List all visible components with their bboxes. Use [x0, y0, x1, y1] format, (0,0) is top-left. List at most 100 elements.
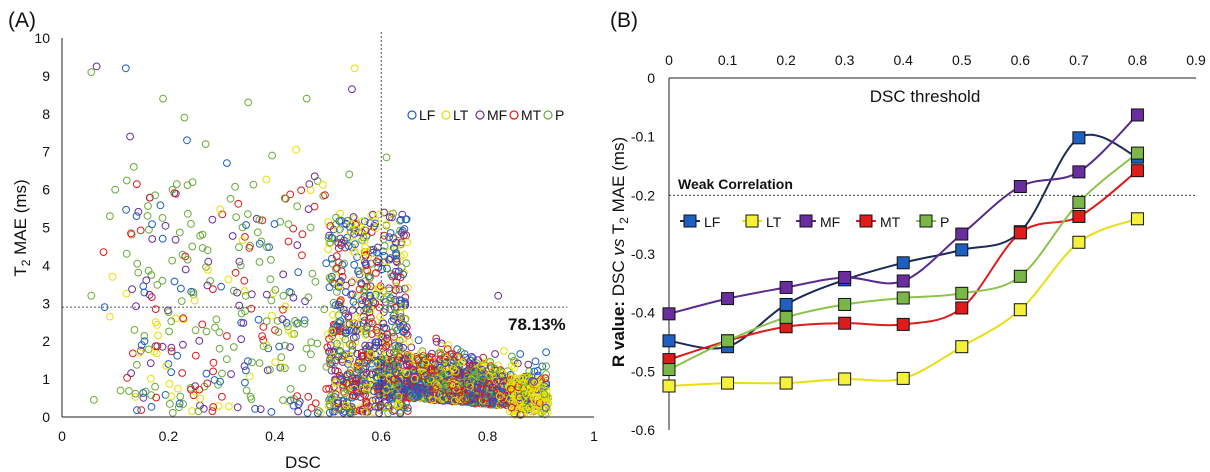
scatter-point-lf	[388, 272, 397, 281]
scatter-point-mt	[153, 342, 162, 351]
scatter-point-p	[203, 246, 212, 255]
scatter-point-lt	[147, 374, 155, 383]
scatter-point-p	[194, 407, 203, 416]
scatter-point-lt	[350, 248, 359, 257]
data-point-mt	[1072, 209, 1086, 223]
scatter-point-p	[177, 297, 186, 306]
scatter-point-p	[191, 326, 200, 335]
scatter-point-lf	[167, 368, 176, 377]
scatter-point-lf	[383, 264, 391, 273]
series-line-lf	[668, 133, 1138, 350]
scatter-point-p	[281, 341, 289, 350]
data-point-lt	[1013, 303, 1027, 317]
scatter-point-lf	[342, 328, 351, 337]
line-y-tick-label: 0	[647, 70, 655, 86]
scatter-point-p	[232, 213, 241, 222]
scatter-point-lt	[336, 209, 344, 218]
data-point-p	[896, 291, 910, 305]
scatter-point-mf	[369, 298, 378, 307]
line-x-tick-label: 0.6	[1011, 52, 1031, 68]
scatter-point-p	[478, 373, 487, 382]
scatter-point-mt	[152, 393, 161, 402]
data-point-lf	[955, 243, 969, 257]
scatter-point-lt	[363, 400, 372, 409]
scatter-point-p	[183, 181, 192, 190]
scatter-point-lt	[306, 186, 315, 195]
scatter-point-mt	[231, 268, 240, 277]
scatter-point-lf	[396, 299, 405, 308]
scatter-point-p	[183, 255, 192, 264]
scatter-point-mf	[375, 382, 384, 391]
scatter-point-lt	[495, 392, 504, 401]
scatter-point-lt	[203, 265, 212, 274]
line-axes: 0 0.1 0.2 0.3 0.4 0.5 0.6 0.7 0.8 0.9 0 -0.1 -0.2 -0.…	[631, 52, 1206, 438]
data-point-lf	[896, 256, 910, 270]
scatter-point-p	[395, 336, 404, 345]
scatter-point-mt	[298, 251, 306, 260]
legend-marker-lf	[407, 110, 417, 120]
scatter-point-lt	[372, 359, 381, 368]
scatter-point-lf	[396, 323, 405, 331]
scatter-point-mf	[466, 360, 474, 369]
scatter-point-p	[218, 369, 226, 378]
scatter-point-mt	[360, 292, 369, 301]
scatter-point-p	[359, 287, 368, 296]
panel-b-label: (B)	[610, 9, 638, 32]
scatter-point-lt	[379, 288, 388, 296]
scatter-point-mt	[507, 385, 515, 393]
scatter-point-lf	[538, 362, 547, 371]
scatter-point-mf	[389, 315, 398, 323]
scatter-point-mt	[129, 349, 137, 358]
scatter-point-mf	[126, 132, 135, 141]
scatter-point-mt	[234, 199, 243, 208]
scatter-point-mt	[167, 347, 176, 356]
scatter-point-p	[457, 383, 466, 392]
scatter-x-tick-label: 0.6	[371, 428, 391, 444]
scatter-point-lf	[289, 401, 298, 410]
scatter-point-mt	[289, 224, 298, 233]
scatter-point-p	[159, 94, 168, 103]
scatter-point-p	[346, 366, 355, 375]
scatter-point-lt	[440, 394, 448, 403]
scatter-point-p	[542, 362, 550, 371]
scatter-point-lt	[188, 407, 197, 415]
scatter-point-mt	[203, 379, 212, 388]
scatter-point-p	[158, 276, 167, 285]
data-point-mt	[838, 316, 852, 330]
legend-marker-p	[919, 214, 933, 228]
scatter-point-lf	[366, 292, 375, 301]
scatter-point-mt	[198, 320, 207, 329]
data-point-mf	[1013, 180, 1027, 194]
scatter-point-p	[271, 286, 280, 294]
data-point-p	[721, 334, 735, 348]
scatter-point-lt	[267, 311, 276, 320]
scatter-point-mt	[427, 366, 436, 374]
scatter-point-mt	[258, 332, 267, 341]
scatter-point-mt	[286, 190, 295, 199]
scatter-point-mf	[389, 361, 398, 369]
scatter-point-mf	[371, 350, 380, 359]
scatter-point-lt	[385, 373, 394, 382]
scatter-point-lf	[328, 254, 336, 263]
scatter-x-tick-label: 0	[58, 428, 66, 444]
scatter-point-lf	[416, 381, 425, 390]
line-x-tick-label: 0.5	[952, 52, 972, 68]
scatter-point-p	[393, 361, 402, 369]
scatter-point-mf	[256, 405, 265, 414]
scatter-point-lt	[372, 224, 380, 233]
scatter-point-mt	[380, 231, 389, 240]
scatter-point-lt	[353, 314, 362, 322]
scatter-point-lt	[505, 383, 514, 392]
scatter-point-mt	[463, 394, 471, 403]
scatter-point-mt	[259, 323, 268, 331]
scatter-point-p	[134, 268, 143, 277]
scatter-point-lt	[515, 397, 524, 406]
scatter-point-mt	[334, 244, 343, 253]
scatter-point-lt	[416, 349, 425, 358]
scatter-point-p	[441, 381, 450, 389]
scatter-point-p	[355, 267, 363, 275]
scatter-y-tick-label: 7	[42, 144, 50, 160]
scatter-point-lt	[154, 331, 162, 340]
scatter-point-p	[248, 358, 256, 367]
scatter-point-lf	[385, 233, 394, 242]
